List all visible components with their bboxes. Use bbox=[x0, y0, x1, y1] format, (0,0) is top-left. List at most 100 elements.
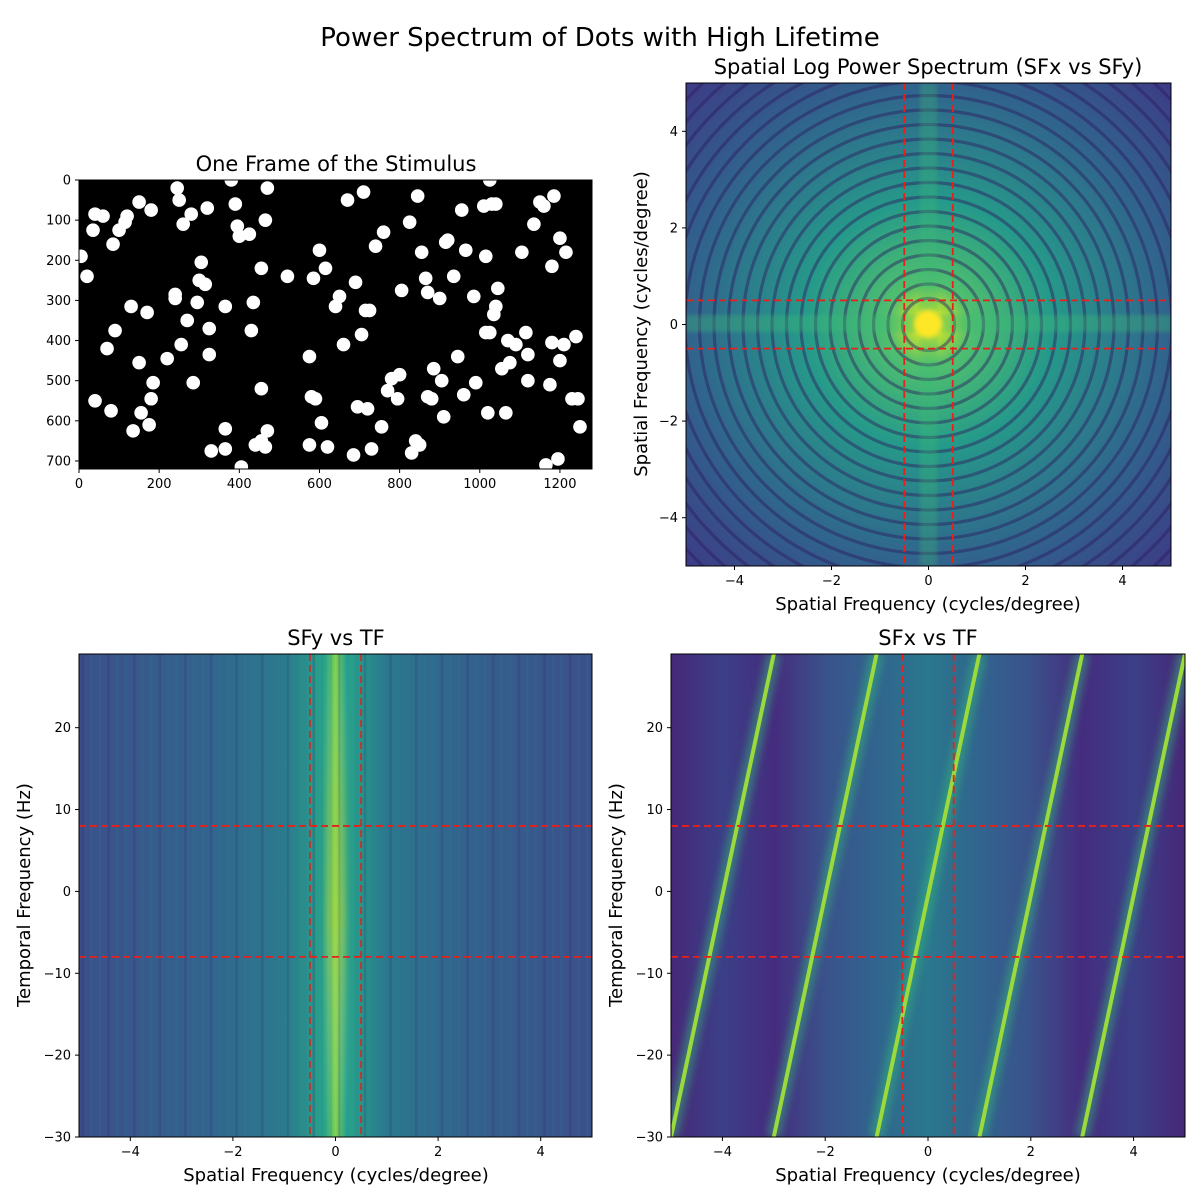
sfy-tf-title: SFy vs TF bbox=[287, 626, 385, 650]
stimulus-dot bbox=[394, 283, 409, 298]
x-tick-label: 200 bbox=[147, 477, 172, 492]
x-tick-label: 2 bbox=[434, 1145, 442, 1160]
stimulus-dot bbox=[368, 239, 383, 254]
y-tick-label: 4 bbox=[670, 125, 678, 140]
stimulus-y-ticks: 0 100 200 300 400 500 600 700 bbox=[46, 174, 79, 469]
spectrum-stripe bbox=[124, 654, 127, 1137]
stimulus-background bbox=[79, 180, 592, 469]
spectrum-stripe bbox=[397, 654, 401, 1137]
y-tick-label: −30 bbox=[636, 1131, 663, 1146]
stimulus-dot bbox=[132, 195, 146, 209]
sfx-tf-ylabel: Temporal Frequency (Hz) bbox=[606, 783, 627, 1008]
spectrum-stripe bbox=[440, 654, 444, 1137]
y-tick-label: 20 bbox=[646, 721, 663, 736]
stimulus-dot bbox=[573, 420, 587, 434]
y-tick-label: 500 bbox=[46, 374, 71, 389]
stimulus-dot bbox=[168, 287, 182, 302]
stimulus-dot bbox=[79, 249, 88, 264]
sfy-tf-y-ticks: −30 −20 −10 0 10 20 bbox=[44, 721, 79, 1146]
stimulus-dot bbox=[234, 460, 249, 469]
spectrum-stripe bbox=[491, 654, 495, 1137]
spectrum-stripe bbox=[457, 654, 461, 1137]
sfy-tf-xlabel: Spatial Frequency (cycles/degree) bbox=[183, 1165, 489, 1186]
stimulus-dot bbox=[489, 197, 503, 211]
stimulus-dot bbox=[258, 213, 273, 227]
stimulus-dot bbox=[553, 353, 567, 368]
stimulus-dot bbox=[126, 424, 140, 438]
y-tick-label: −20 bbox=[44, 1049, 71, 1064]
spectrum-stripe bbox=[295, 654, 298, 1137]
stimulus-dot bbox=[543, 377, 557, 392]
spectrum-stripe bbox=[192, 654, 196, 1137]
stimulus-dot bbox=[260, 424, 275, 438]
stimulus-dot bbox=[180, 313, 195, 328]
sfy-tf-image bbox=[79, 654, 592, 1137]
stimulus-dot bbox=[132, 355, 146, 370]
stimulus-dot bbox=[450, 349, 465, 364]
stimulus-dot bbox=[198, 277, 213, 292]
spectrum-stripe bbox=[184, 654, 187, 1137]
spectrum-stripe bbox=[252, 654, 256, 1137]
stimulus-frame bbox=[78, 179, 593, 470]
stimulus-dot bbox=[458, 243, 473, 258]
sfy-tf-ylabel: Temporal Frequency (Hz) bbox=[14, 783, 35, 1008]
stimulus-dot bbox=[346, 448, 361, 462]
y-tick-label: 20 bbox=[54, 721, 71, 736]
spectrum-stripe bbox=[577, 654, 580, 1137]
spatial-spectrum-x-ticks: −4 −2 0 2 4 bbox=[725, 566, 1127, 589]
spatial-spectrum-xlabel: Spatial Frequency (cycles/degree) bbox=[775, 594, 1081, 615]
stimulus-dot bbox=[551, 452, 565, 466]
stimulus-dot bbox=[336, 337, 351, 352]
stimulus-dot bbox=[280, 269, 295, 284]
stimulus-dot bbox=[380, 383, 395, 398]
spectrum-stripe bbox=[149, 654, 153, 1137]
sfy-tf-x-ticks: −4 −2 0 2 4 bbox=[121, 1137, 545, 1160]
spectrum-stripe bbox=[474, 654, 478, 1137]
stimulus-dot bbox=[302, 438, 317, 452]
stimulus-dot bbox=[348, 275, 363, 290]
spectrum-stripe bbox=[98, 654, 102, 1137]
stimulus-dot bbox=[527, 217, 541, 231]
stimulus-dot bbox=[515, 245, 529, 260]
stimulus-dot bbox=[390, 391, 405, 406]
spectrum-stripe bbox=[432, 654, 435, 1137]
stimulus-dot bbox=[108, 323, 122, 338]
stimulus-dot bbox=[456, 387, 471, 402]
stimulus-dot bbox=[142, 418, 156, 432]
spectrum-stripe bbox=[483, 654, 486, 1137]
x-tick-label: 2 bbox=[1027, 1145, 1035, 1160]
stimulus-dot bbox=[194, 255, 209, 270]
x-tick-label: −4 bbox=[713, 1145, 732, 1160]
sfx-tf-reference-lines bbox=[671, 654, 1185, 1137]
stimulus-dot bbox=[332, 289, 347, 304]
y-tick-label: 10 bbox=[54, 803, 71, 818]
spectrum-stripe bbox=[269, 654, 273, 1137]
spectrum-stripe bbox=[141, 654, 144, 1137]
y-tick-label: 0 bbox=[63, 174, 71, 189]
spatial-spectrum-y-ticks: −4 −2 0 2 4 bbox=[659, 125, 686, 526]
stimulus-dot bbox=[200, 201, 215, 215]
x-tick-label: 0 bbox=[75, 477, 83, 492]
stimulus-dot bbox=[202, 347, 217, 362]
stimulus-dot bbox=[569, 329, 583, 344]
spectrum-stripe bbox=[132, 654, 136, 1137]
spectrum-stripe bbox=[81, 654, 85, 1137]
stimulus-dot bbox=[302, 349, 317, 364]
spectrum-stripe bbox=[389, 654, 392, 1137]
stimulus-dot bbox=[446, 269, 461, 284]
stimulus-dot bbox=[356, 185, 371, 199]
stimulus-x-ticks: 0 200 400 600 800 1000 1200 bbox=[75, 469, 576, 492]
y-tick-label: 0 bbox=[63, 885, 71, 900]
stimulus-dot bbox=[100, 341, 114, 356]
stimulus-dot bbox=[364, 442, 379, 456]
stimulus-dot bbox=[186, 375, 201, 390]
stimulus-dot bbox=[418, 271, 433, 286]
stimulus-dot bbox=[376, 225, 391, 239]
spectrum-stripe bbox=[586, 654, 589, 1137]
stimulus-dot bbox=[204, 444, 219, 458]
ridge-line bbox=[977, 654, 1085, 1137]
stimulus-dot bbox=[559, 245, 573, 260]
spectrum-stripe bbox=[568, 654, 572, 1137]
